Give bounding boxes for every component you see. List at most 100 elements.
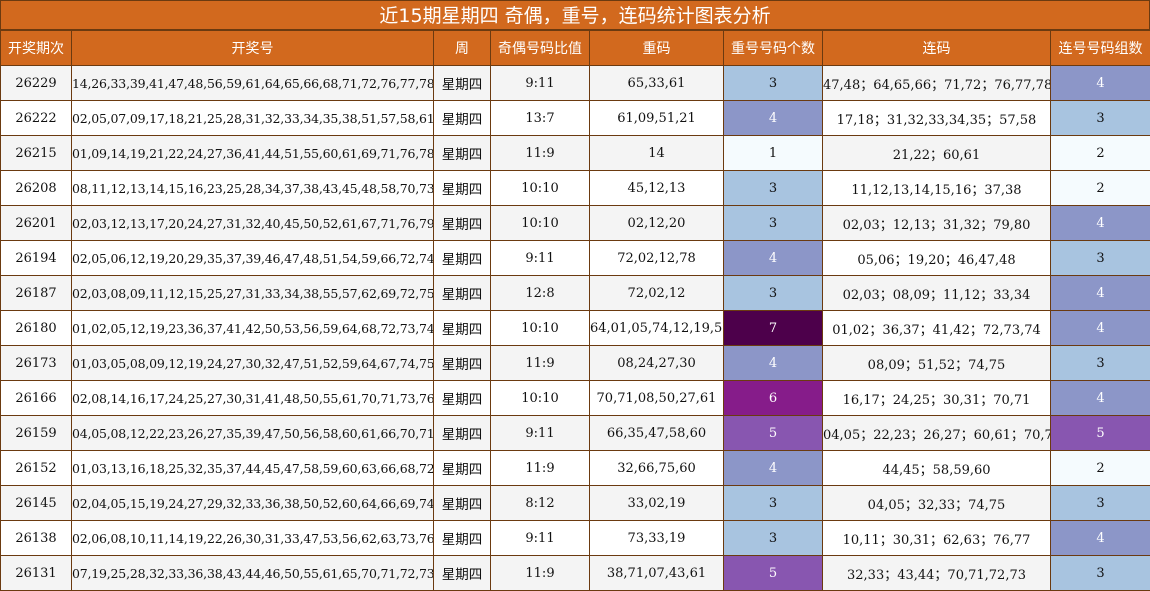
cell-repeat: 66,35,47,58,60 <box>590 416 724 451</box>
cell-consecutive: 08,09；51,52；74,75 <box>823 346 1051 381</box>
cell-repeat-count: 3 <box>724 66 823 101</box>
cell-week: 星期四 <box>434 416 491 451</box>
cell-period: 26166 <box>1 381 72 416</box>
cell-week: 星期四 <box>434 66 491 101</box>
stats-table: 开奖期次 开奖号 周 奇偶号码比值 重码 重号号码个数 连码 连号号码组数 26… <box>0 30 1150 591</box>
cell-repeat-count: 4 <box>724 346 823 381</box>
cell-period: 26194 <box>1 241 72 276</box>
cell-consecutive-groups: 3 <box>1051 486 1150 521</box>
cell-numbers: 04,05,08,12,22,23,26,27,35,39,47,50,56,5… <box>72 416 434 451</box>
cell-numbers: 08,11,12,13,14,15,16,23,25,28,34,37,38,4… <box>72 171 434 206</box>
cell-consecutive-groups: 2 <box>1051 136 1150 171</box>
cell-consecutive-groups: 3 <box>1051 101 1150 136</box>
cell-consecutive-groups: 2 <box>1051 451 1150 486</box>
cell-numbers: 02,03,08,09,11,12,15,25,27,31,33,34,38,5… <box>72 276 434 311</box>
cell-consecutive-groups: 5 <box>1051 416 1150 451</box>
cell-consecutive-groups: 4 <box>1051 311 1150 346</box>
cell-odd-even-ratio: 11:9 <box>491 346 590 381</box>
cell-period: 26180 <box>1 311 72 346</box>
cell-repeat: 02,12,20 <box>590 206 724 241</box>
cell-week: 星期四 <box>434 206 491 241</box>
cell-period: 26159 <box>1 416 72 451</box>
cell-numbers: 02,05,06,12,19,20,29,35,37,39,46,47,48,5… <box>72 241 434 276</box>
cell-odd-even-ratio: 9:11 <box>491 416 590 451</box>
header-repeat: 重码 <box>590 31 724 66</box>
cell-repeat: 33,02,19 <box>590 486 724 521</box>
cell-numbers: 14,26,33,39,41,47,48,56,59,61,64,65,66,6… <box>72 66 434 101</box>
cell-consecutive: 04,05；32,33；74,75 <box>823 486 1051 521</box>
cell-week: 星期四 <box>434 451 491 486</box>
cell-repeat-count: 4 <box>724 241 823 276</box>
cell-consecutive-groups: 4 <box>1051 276 1150 311</box>
cell-period: 26201 <box>1 206 72 241</box>
cell-repeat-count: 4 <box>724 101 823 136</box>
cell-repeat: 08,24,27,30 <box>590 346 724 381</box>
cell-odd-even-ratio: 12:8 <box>491 276 590 311</box>
cell-week: 星期四 <box>434 136 491 171</box>
cell-week: 星期四 <box>434 311 491 346</box>
cell-period: 26131 <box>1 556 72 591</box>
cell-repeat: 14 <box>590 136 724 171</box>
cell-consecutive: 11,12,13,14,15,16；37,38 <box>823 171 1051 206</box>
cell-odd-even-ratio: 11:9 <box>491 136 590 171</box>
cell-consecutive-groups: 2 <box>1051 171 1150 206</box>
cell-repeat-count: 6 <box>724 381 823 416</box>
header-repeat-count: 重号号码个数 <box>724 31 823 66</box>
cell-period: 26173 <box>1 346 72 381</box>
cell-week: 星期四 <box>434 276 491 311</box>
cell-repeat: 72,02,12 <box>590 276 724 311</box>
cell-consecutive-groups: 3 <box>1051 241 1150 276</box>
cell-period: 26187 <box>1 276 72 311</box>
cell-repeat-count: 3 <box>724 171 823 206</box>
cell-numbers: 02,06,08,10,11,14,19,22,26,30,31,33,47,5… <box>72 521 434 556</box>
table-header-row: 开奖期次 开奖号 周 奇偶号码比值 重码 重号号码个数 连码 连号号码组数 <box>1 31 1150 66</box>
cell-repeat-count: 1 <box>724 136 823 171</box>
cell-odd-even-ratio: 9:11 <box>491 66 590 101</box>
cell-odd-even-ratio: 9:11 <box>491 241 590 276</box>
cell-consecutive: 47,48；64,65,66；71,72；76,77,78 <box>823 66 1051 101</box>
cell-consecutive: 17,18；31,32,33,34,35；57,58 <box>823 101 1051 136</box>
cell-consecutive: 10,11；30,31；62,63；76,77 <box>823 521 1051 556</box>
cell-consecutive-groups: 4 <box>1051 381 1150 416</box>
cell-repeat-count: 5 <box>724 556 823 591</box>
cell-odd-even-ratio: 13:7 <box>491 101 590 136</box>
cell-odd-even-ratio: 9:11 <box>491 521 590 556</box>
cell-odd-even-ratio: 10:10 <box>491 381 590 416</box>
cell-week: 星期四 <box>434 101 491 136</box>
cell-numbers: 01,02,05,12,19,23,36,37,41,42,50,53,56,5… <box>72 311 434 346</box>
cell-period: 26152 <box>1 451 72 486</box>
cell-repeat-count: 5 <box>724 416 823 451</box>
cell-consecutive-groups: 4 <box>1051 206 1150 241</box>
cell-period: 26138 <box>1 521 72 556</box>
cell-week: 星期四 <box>434 486 491 521</box>
cell-consecutive-groups: 3 <box>1051 556 1150 591</box>
cell-repeat: 61,09,51,21 <box>590 101 724 136</box>
cell-consecutive-groups: 4 <box>1051 66 1150 101</box>
cell-week: 星期四 <box>434 521 491 556</box>
cell-consecutive: 02,03；12,13；31,32；79,80 <box>823 206 1051 241</box>
header-consecutive: 连码 <box>823 31 1051 66</box>
cell-period: 26215 <box>1 136 72 171</box>
cell-repeat-count: 7 <box>724 311 823 346</box>
cell-consecutive: 16,17；24,25；30,31；70,71 <box>823 381 1051 416</box>
cell-numbers: 02,04,05,15,19,24,27,29,32,33,36,38,50,5… <box>72 486 434 521</box>
cell-repeat: 32,66,75,60 <box>590 451 724 486</box>
cell-week: 星期四 <box>434 381 491 416</box>
cell-consecutive: 01,02；36,37；41,42；72,73,74 <box>823 311 1051 346</box>
cell-consecutive: 32,33；43,44；70,71,72,73 <box>823 556 1051 591</box>
cell-consecutive: 02,03；08,09；11,12；33,34 <box>823 276 1051 311</box>
cell-consecutive: 21,22；60,61 <box>823 136 1051 171</box>
cell-repeat: 45,12,13 <box>590 171 724 206</box>
cell-repeat: 38,71,07,43,61 <box>590 556 724 591</box>
cell-odd-even-ratio: 8:12 <box>491 486 590 521</box>
